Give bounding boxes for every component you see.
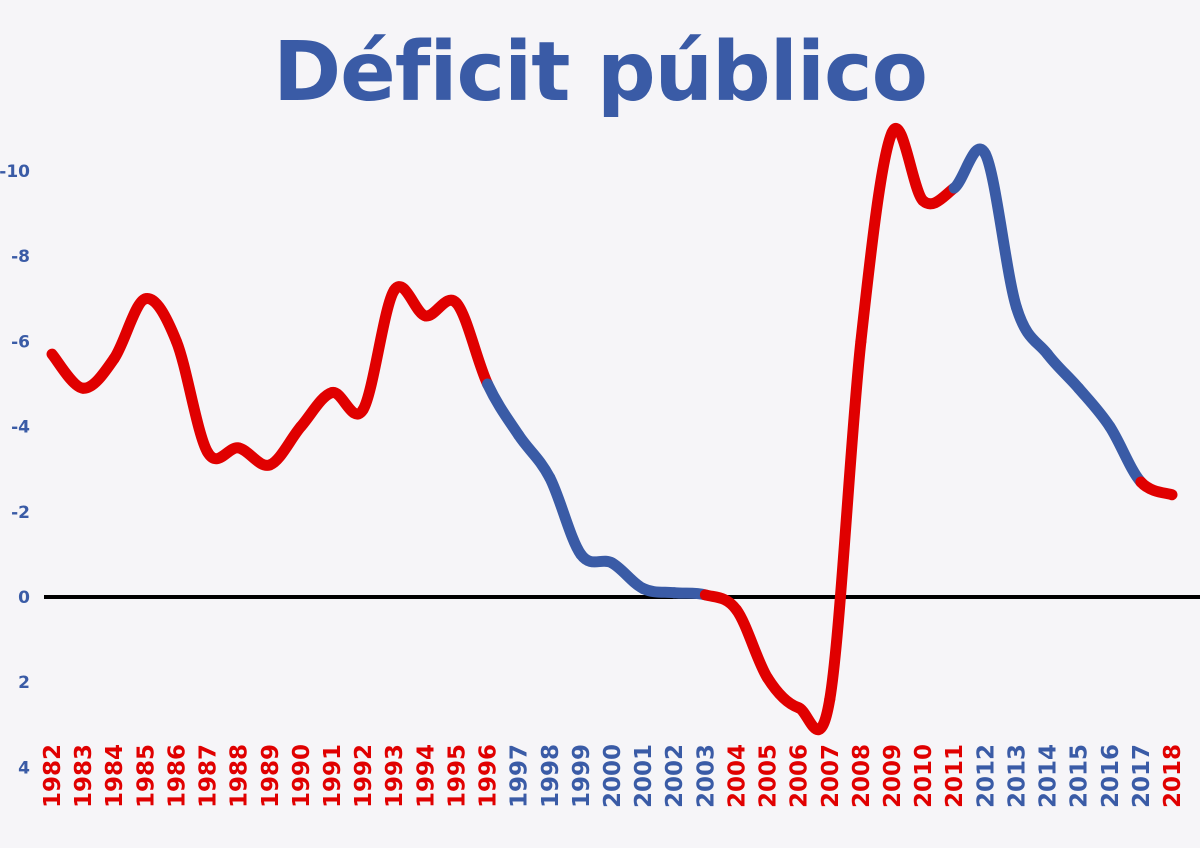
series-segment-2016-2017	[1104, 421, 1147, 488]
x-tick-label-1987: 1987	[196, 744, 222, 808]
x-tick-label-2018: 2018	[1160, 744, 1186, 808]
x-tick-label-1985: 1985	[133, 744, 159, 808]
series-segment-1990-1991	[295, 387, 338, 433]
x-tick-label-2016: 2016	[1098, 744, 1124, 808]
x-tick-label-2012: 2012	[973, 744, 999, 808]
series-segment-2004-2005	[730, 604, 774, 684]
x-axis-ticks: 1982 1983 1984 1985 1986 1987 1988 1989 1990 1991…	[40, 744, 1186, 808]
y-axis-ticks: -10 -8 -6 -4 -2 0 2 4	[0, 162, 30, 778]
deficit-series	[46, 123, 1178, 735]
series-segment-1984-1985	[108, 293, 151, 364]
y-tick-label: 2	[18, 673, 30, 693]
x-tick-label-2003: 2003	[693, 744, 719, 808]
x-tick-label-2000: 2000	[600, 744, 626, 808]
x-tick-label-2006: 2006	[787, 744, 813, 808]
x-tick-label-1982: 1982	[40, 744, 66, 808]
x-tick-label-1984: 1984	[102, 744, 128, 808]
x-tick-label-2001: 2001	[631, 744, 657, 808]
series-segment-2014-2015	[1042, 348, 1085, 394]
y-tick-label: 0	[18, 588, 30, 608]
series-segment-2008-2009	[855, 127, 898, 347]
y-tick-label: -2	[11, 503, 30, 523]
series-segment-1982-1983	[46, 348, 89, 394]
x-tick-label-2005: 2005	[756, 744, 782, 808]
x-tick-label-1994: 1994	[413, 744, 439, 808]
x-tick-label-2009: 2009	[880, 744, 906, 808]
x-tick-label-1993: 1993	[382, 744, 408, 808]
series-segment-2000-2001	[606, 557, 649, 594]
series-segment-1986-1987	[170, 335, 214, 458]
series-segment-1983-1984	[77, 352, 120, 394]
x-tick-label-1998: 1998	[538, 744, 564, 808]
x-tick-label-1989: 1989	[258, 744, 284, 808]
x-tick-label-2010: 2010	[911, 744, 937, 808]
x-tick-label-2002: 2002	[662, 744, 688, 808]
series-segment-1993-1994	[388, 281, 431, 322]
y-tick-label: -4	[11, 418, 30, 438]
x-tick-label-1991: 1991	[320, 744, 346, 808]
series-segment-1985-1986	[139, 293, 182, 347]
x-tick-label-2007: 2007	[818, 744, 844, 808]
x-tick-label-1999: 1999	[569, 744, 595, 808]
series-segment-2017-2018	[1135, 476, 1178, 501]
y-tick-label: 4	[18, 758, 30, 778]
x-tick-label-1992: 1992	[351, 744, 377, 808]
series-segment-2006-2007	[793, 693, 836, 735]
x-tick-label-1995: 1995	[444, 744, 470, 808]
x-tick-label-1983: 1983	[71, 744, 97, 808]
series-segment-1989-1990	[264, 421, 307, 471]
x-tick-label-2014: 2014	[1036, 744, 1062, 808]
series-segment-2009-2010	[886, 123, 929, 207]
x-tick-label-1988: 1988	[227, 744, 253, 808]
x-tick-label-2004: 2004	[724, 744, 750, 808]
series-segment-2013-2014	[1010, 301, 1054, 360]
x-tick-label-2015: 2015	[1067, 744, 1093, 808]
x-tick-label-2017: 2017	[1129, 744, 1155, 808]
x-tick-label-1990: 1990	[289, 744, 315, 808]
y-tick-label: -6	[11, 332, 30, 352]
series-segment-1996-1997	[482, 378, 525, 441]
series-segment-2007-2008	[824, 335, 867, 705]
series-segment-2005-2006	[762, 672, 805, 714]
x-tick-label-2008: 2008	[849, 744, 875, 808]
x-tick-label-1996: 1996	[476, 744, 502, 808]
series-segment-2012-2013	[979, 148, 1022, 313]
x-tick-label-2011: 2011	[942, 744, 968, 808]
y-tick-label: -8	[11, 247, 30, 267]
series-segment-1992-1993	[357, 284, 400, 416]
series-segment-1997-1998	[513, 429, 556, 484]
x-tick-label-1986: 1986	[164, 744, 190, 808]
x-tick-label-1997: 1997	[507, 744, 533, 808]
chart-title: Déficit público	[273, 25, 927, 120]
series-segment-1995-1996	[450, 297, 494, 390]
x-tick-label-2013: 2013	[1004, 744, 1030, 808]
y-tick-label: -10	[0, 162, 30, 182]
series-segment-2015-2016	[1073, 382, 1116, 433]
series-segment-1998-1999	[544, 472, 587, 560]
